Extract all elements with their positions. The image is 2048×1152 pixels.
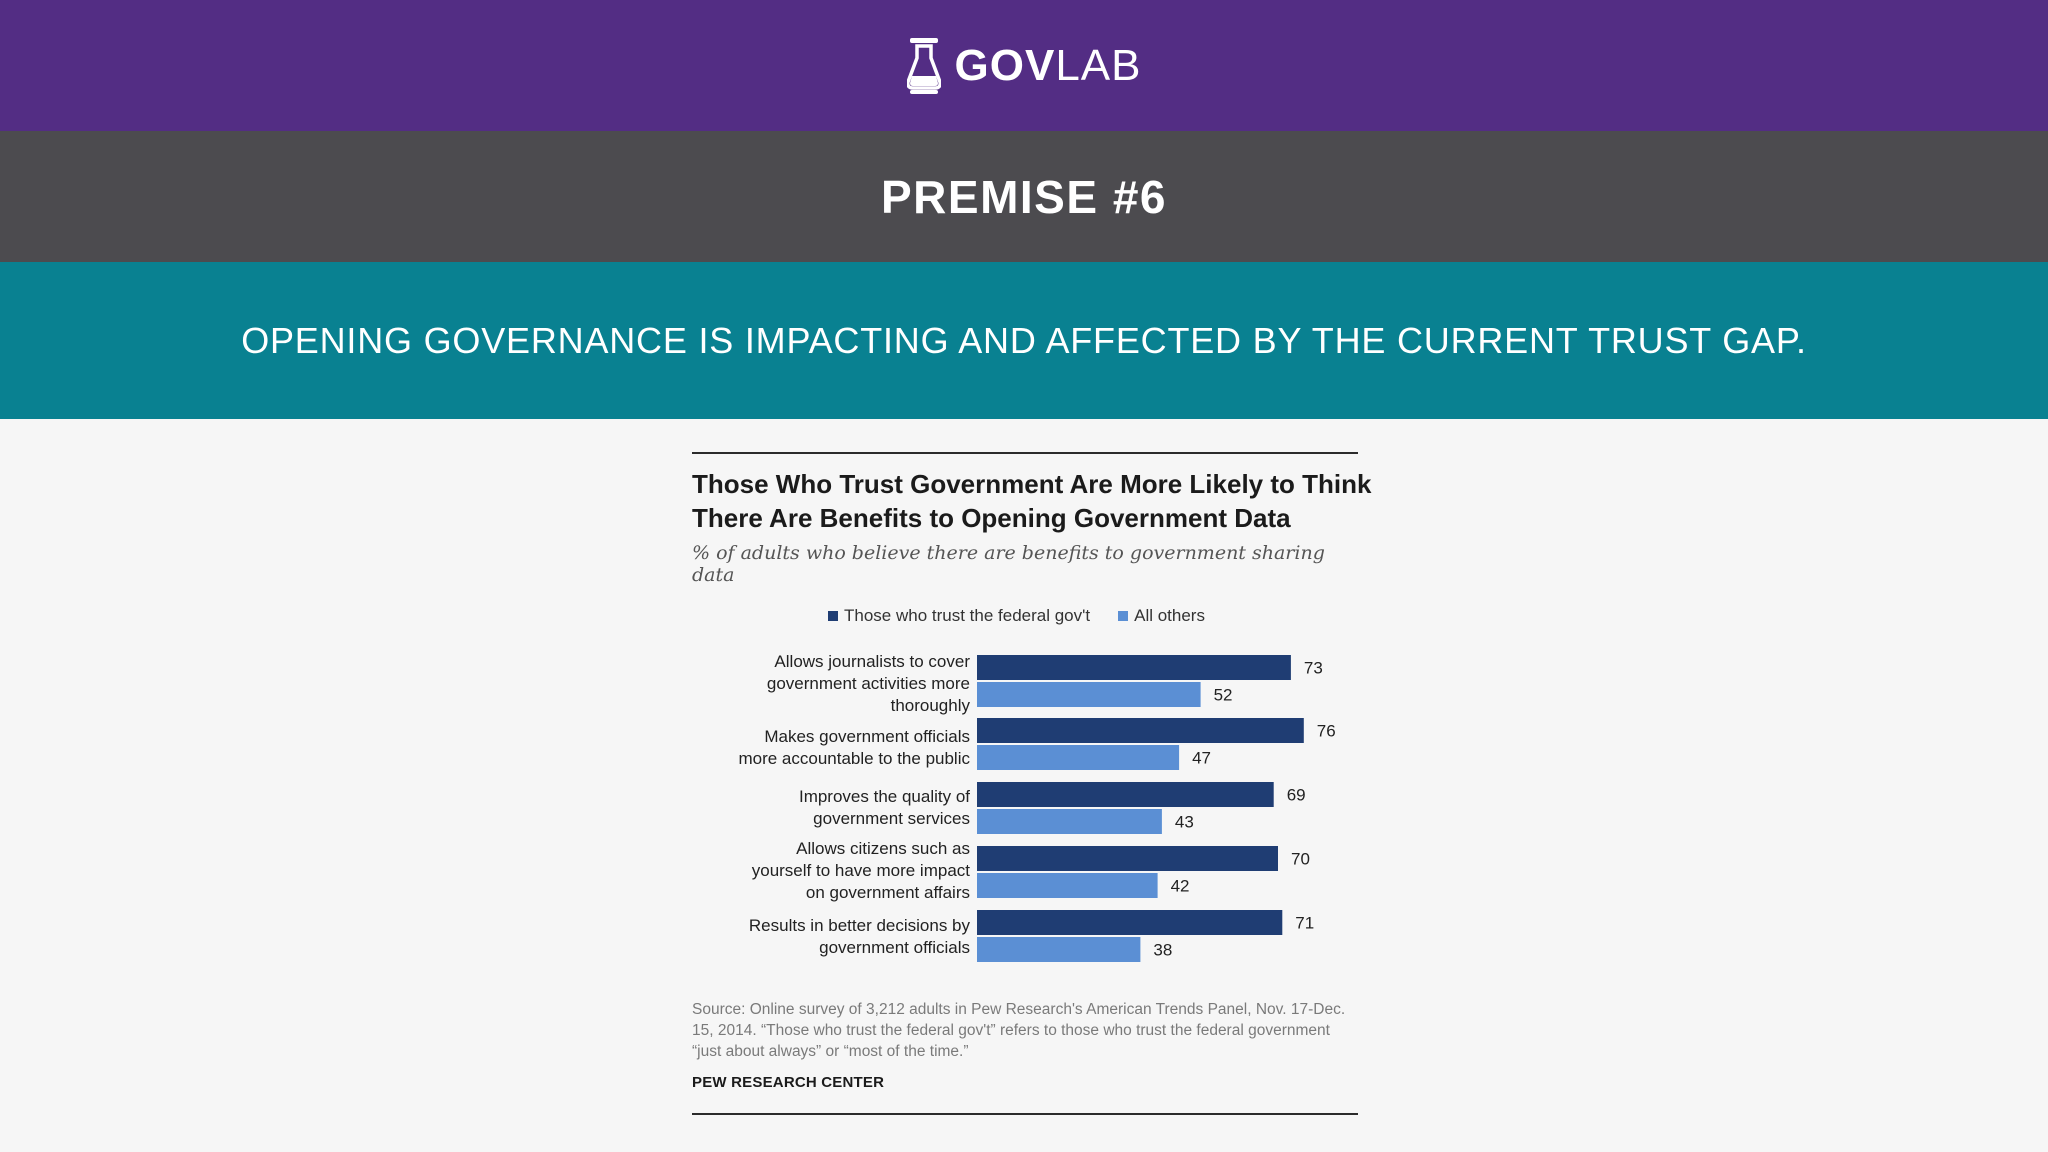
category-label-line: yourself to have more impact	[751, 861, 970, 880]
legend-label-others: All others	[1134, 606, 1205, 625]
category-label-line: Makes government officials	[764, 727, 970, 746]
legend-label-trust: Those who trust the federal gov't	[844, 606, 1091, 625]
category-label: Allows citizens such as yourself to have…	[710, 838, 970, 904]
category-label-line: government activities more	[766, 674, 970, 693]
category-label: Allows journalists to cover government a…	[710, 651, 970, 717]
chart-title: Those Who Trust Government Are More Like…	[692, 467, 1372, 535]
chart-source-note: Source: Online survey of 3,212 adults in…	[692, 1001, 1346, 1060]
legend-item-trust: Those who trust the federal gov't	[828, 606, 1090, 626]
chart-bottom-rule	[692, 1113, 1358, 1115]
header-band: GOVLAB	[0, 0, 2048, 131]
chart-top-rule	[692, 452, 1358, 454]
logo-bold-text: GOV	[954, 40, 1056, 90]
logo-text: GOVLAB	[954, 40, 1142, 90]
legend-swatch-others	[1118, 611, 1129, 621]
statement-band: OPENING GOVERNANCE IS IMPACTING AND AFFE…	[0, 262, 2048, 419]
category-label: Results in better decisions by governmen…	[710, 915, 970, 959]
category-label-line: government services	[813, 809, 970, 828]
premise-title: PREMISE #6	[881, 170, 1167, 223]
category-label-line: Allows citizens such as	[796, 839, 970, 858]
category-label-line: on government affairs	[805, 883, 970, 902]
category-label: Improves the quality of government servi…	[710, 786, 970, 830]
category-label-line: more accountable to the public	[738, 749, 970, 768]
premise-statement: OPENING GOVERNANCE IS IMPACTING AND AFFE…	[241, 319, 1807, 361]
govlab-logo[interactable]: GOVLAB	[906, 37, 1142, 94]
category-label-line: Allows journalists to cover	[774, 652, 970, 671]
legend-item-others: All others	[1118, 606, 1205, 626]
premise-band: PREMISE #6	[0, 131, 2048, 262]
chart-source-org: PEW RESEARCH CENTER	[692, 1074, 885, 1091]
flask-icon	[906, 37, 941, 94]
category-label-line: Results in better decisions by	[748, 916, 970, 935]
chart-subtitle: % of adults who believe there are benefi…	[692, 542, 1325, 586]
category-label-line: Improves the quality of	[798, 787, 970, 806]
category-label-line: government officials	[819, 938, 970, 957]
logo-light-text: LAB	[1055, 40, 1142, 90]
category-label: Makes government officials more accounta…	[710, 726, 970, 770]
chart-title-line: There Are Benefits to Opening Government…	[692, 503, 1291, 533]
chart-legend: Those who trust the federal gov't All ot…	[828, 606, 1205, 626]
chart-title-line: Those Who Trust Government Are More Like…	[692, 469, 1372, 499]
category-label-line: thoroughly	[890, 696, 970, 715]
legend-swatch-trust	[828, 611, 838, 621]
